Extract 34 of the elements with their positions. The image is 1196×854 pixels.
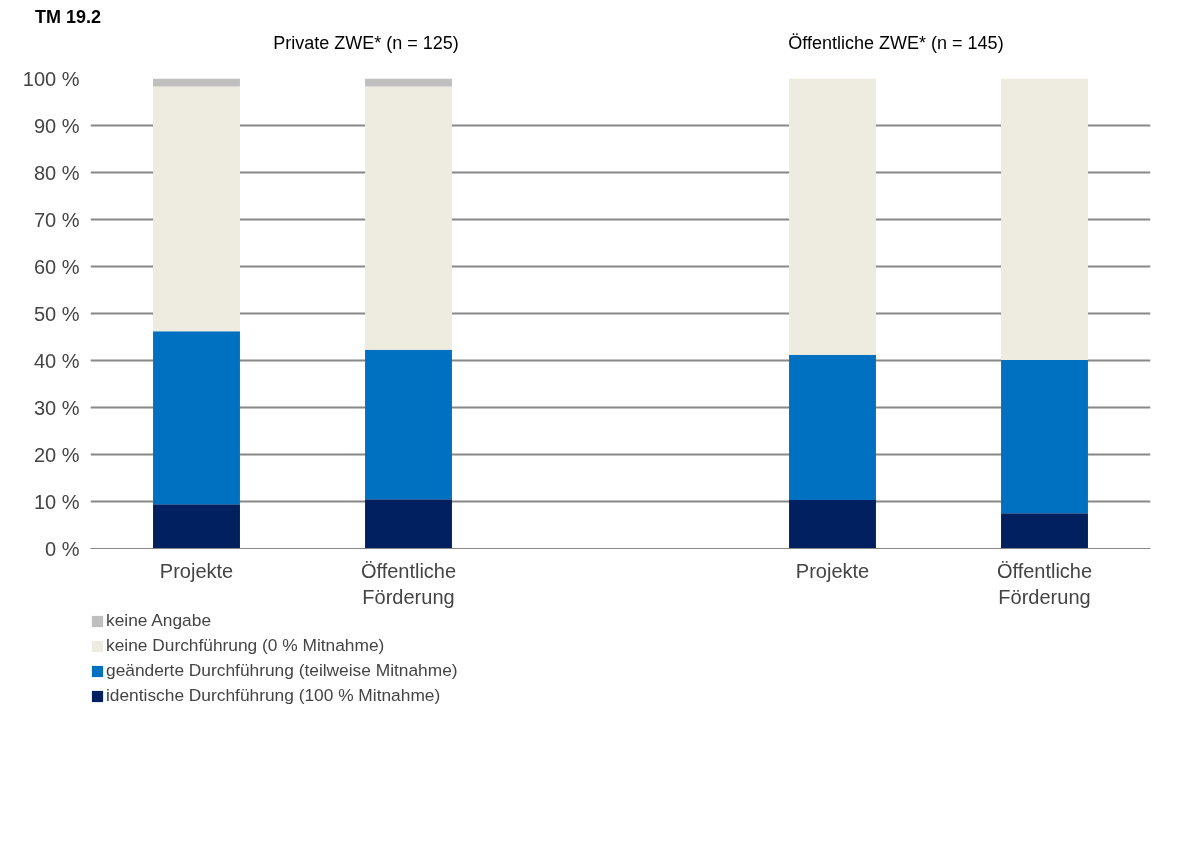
bar — [365, 86, 452, 350]
y-tick-label: 50 % — [33, 302, 80, 325]
x-tick-label: Öffentliche Förderung — [360, 559, 457, 608]
y-tick-label: 60 % — [33, 255, 80, 278]
bar — [153, 504, 240, 549]
bar — [1001, 360, 1088, 514]
legend-label: keine Durchführung (0 % Mitnahme) — [106, 635, 385, 656]
y-tick-label: 100 % — [22, 67, 80, 90]
y-tick-label: 30 % — [33, 396, 80, 419]
legend-label: geänderte Durchführung (teilweise Mitnahme) — [106, 660, 458, 681]
bar — [153, 86, 240, 332]
text: Private ZWE* (n = 125) — [272, 31, 460, 55]
x-tick-label: Öffentliche Förderung — [996, 559, 1093, 608]
legend-label: identische Durchführung (100 % Mitnahme) — [106, 685, 441, 706]
bar — [1001, 78, 1088, 361]
bar — [153, 331, 240, 505]
y-tick-label: 0 % — [45, 537, 80, 560]
y-tick-label: 80 % — [33, 161, 80, 184]
y-tick-label: 90 % — [33, 114, 80, 137]
y-tick-label: 10 % — [33, 490, 80, 513]
y-tick-label: 20 % — [33, 443, 80, 466]
bar — [789, 78, 876, 355]
y-tick-label: 40 % — [33, 349, 80, 372]
bar — [789, 354, 876, 501]
text: Öffentliche ZWE* (n = 145) — [787, 31, 1005, 55]
bar — [789, 500, 876, 549]
legend-label: keine Angabe — [106, 610, 212, 631]
x-tick-label: Projekte — [795, 559, 870, 582]
bar — [365, 349, 452, 500]
x-tick-label: Projekte — [159, 559, 234, 582]
bar — [365, 499, 452, 549]
chart-title: TM 19.2 — [34, 6, 103, 29]
bar — [1001, 513, 1088, 549]
y-tick-label: 70 % — [33, 208, 80, 231]
